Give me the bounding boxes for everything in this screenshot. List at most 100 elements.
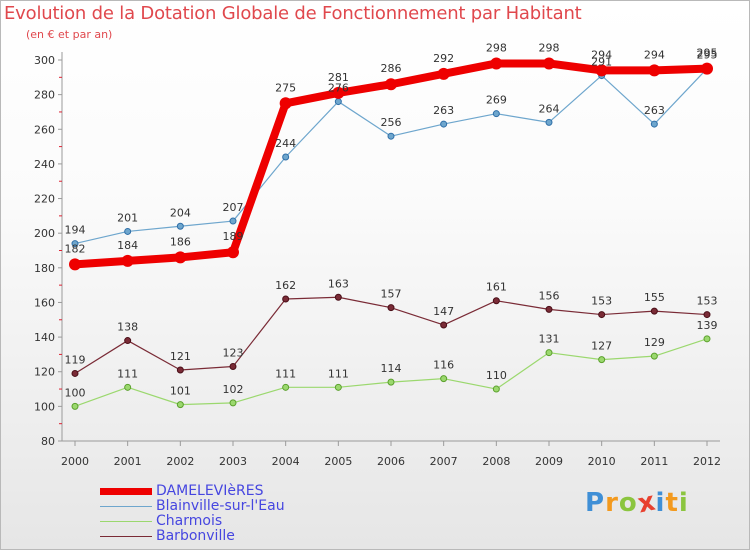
- data-point-2: [545, 349, 553, 357]
- data-label-3: 161: [486, 281, 507, 294]
- data-point-0: [69, 258, 81, 271]
- data-label-0: 189: [223, 230, 244, 243]
- data-label-0: 295: [697, 47, 718, 60]
- data-label-0: 281: [328, 71, 349, 84]
- y-tick-label: 280: [34, 89, 55, 102]
- data-label-3: 156: [539, 289, 560, 302]
- data-label-0: 275: [275, 81, 296, 94]
- legend-item: Blainville-sur-l'Eau: [100, 498, 360, 514]
- chart-subtitle: (en € et par an): [26, 28, 113, 41]
- legend-item: Charmois: [100, 513, 360, 529]
- logo-letter: t: [665, 488, 679, 518]
- data-point-2: [282, 383, 290, 391]
- data-label-3: 163: [328, 277, 349, 290]
- data-point-3: [176, 366, 184, 374]
- data-label-0: 294: [644, 48, 665, 61]
- data-label-2: 139: [697, 319, 718, 332]
- legend-swatch: [100, 535, 152, 537]
- data-point-3: [282, 295, 290, 303]
- data-label-2: 129: [644, 336, 665, 349]
- data-label-3: 123: [223, 347, 244, 360]
- data-label-3: 157: [381, 288, 402, 301]
- data-point-3: [334, 293, 342, 301]
- data-point-0: [437, 67, 450, 80]
- data-point-1: [492, 110, 500, 118]
- data-label-3: 147: [433, 305, 454, 318]
- data-label-1: 263: [644, 104, 665, 117]
- y-tick-label: 160: [34, 296, 55, 309]
- data-label-1: 204: [170, 206, 191, 219]
- data-point-0: [648, 64, 661, 77]
- data-label-0: 292: [433, 52, 454, 65]
- y-tick-label: 240: [34, 158, 55, 171]
- data-label-1: 276: [328, 82, 349, 95]
- data-point-2: [229, 399, 237, 407]
- chart-legend: DAMELEVIèRES Blainville-sur-l'Eau Charmois…: [100, 483, 360, 544]
- data-point-1: [387, 132, 395, 140]
- y-tick-label: 300: [34, 54, 55, 67]
- x-tick-label: 2007: [430, 455, 458, 468]
- data-point-3: [650, 307, 658, 315]
- data-label-2: 116: [433, 359, 454, 372]
- x-tick-label: 2012: [693, 455, 721, 468]
- logo-letter: i: [678, 488, 689, 518]
- data-point-3: [387, 304, 395, 312]
- y-tick-label: 180: [34, 262, 55, 275]
- legend-item: DAMELEVIèRES: [100, 483, 360, 499]
- data-label-2: 101: [170, 385, 191, 398]
- data-point-3: [598, 311, 606, 319]
- data-point-0: [332, 86, 345, 99]
- data-point-2: [334, 383, 342, 391]
- data-point-0: [121, 254, 134, 267]
- data-label-3: 138: [117, 321, 138, 334]
- logo-letter: o: [618, 488, 638, 518]
- data-point-0: [490, 57, 503, 70]
- data-label-1: 269: [486, 94, 507, 107]
- data-label-1: 201: [117, 211, 138, 224]
- x-tick-label: 2004: [272, 455, 300, 468]
- data-point-1: [334, 98, 342, 106]
- legend-label: Charmois: [156, 513, 223, 529]
- data-point-2: [124, 383, 132, 391]
- data-point-2: [598, 356, 606, 364]
- data-label-2: 110: [486, 369, 507, 382]
- data-label-3: 153: [697, 295, 718, 308]
- logo-letter: P: [585, 488, 606, 518]
- x-tick-label: 2005: [324, 455, 352, 468]
- data-label-3: 119: [65, 353, 86, 366]
- y-tick-label: 140: [34, 331, 55, 344]
- x-tick-label: 2006: [377, 455, 405, 468]
- x-tick-label: 2000: [61, 455, 89, 468]
- data-label-3: 162: [275, 279, 296, 292]
- logo-letter: r: [605, 488, 619, 518]
- data-point-0: [279, 97, 292, 110]
- data-point-3: [229, 363, 237, 371]
- data-point-1: [71, 240, 79, 248]
- x-tick-label: 2010: [588, 455, 616, 468]
- data-point-2: [703, 335, 711, 343]
- data-label-2: 111: [117, 367, 138, 380]
- data-label-0: 182: [65, 242, 86, 255]
- data-label-2: 111: [328, 367, 349, 380]
- data-label-0: 298: [539, 41, 560, 54]
- data-label-1: 264: [539, 102, 560, 115]
- y-tick-label: 120: [34, 366, 55, 379]
- data-point-2: [440, 375, 448, 383]
- data-point-1: [176, 222, 184, 230]
- legend-label: Barbonville: [156, 528, 235, 544]
- data-point-0: [595, 64, 608, 77]
- x-tick-label: 2003: [219, 455, 247, 468]
- data-point-3: [545, 305, 553, 313]
- data-point-2: [650, 352, 658, 360]
- data-label-1: 194: [65, 224, 86, 237]
- y-tick-label: 220: [34, 193, 55, 206]
- legend-swatch: [100, 520, 152, 522]
- data-label-0: 184: [117, 239, 138, 252]
- data-label-1: 263: [433, 104, 454, 117]
- legend-label: DAMELEVIèRES: [156, 483, 264, 499]
- data-point-3: [124, 337, 132, 345]
- data-point-3: [71, 369, 79, 377]
- data-label-3: 155: [644, 291, 665, 304]
